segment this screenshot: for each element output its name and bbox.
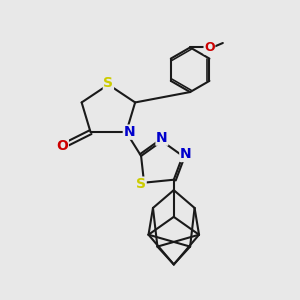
Text: S: S: [103, 76, 113, 90]
Text: O: O: [56, 139, 68, 152]
Text: S: S: [136, 177, 146, 191]
Text: O: O: [204, 41, 215, 54]
Text: N: N: [180, 148, 191, 161]
Text: N: N: [156, 131, 168, 145]
Text: N: N: [123, 125, 135, 139]
